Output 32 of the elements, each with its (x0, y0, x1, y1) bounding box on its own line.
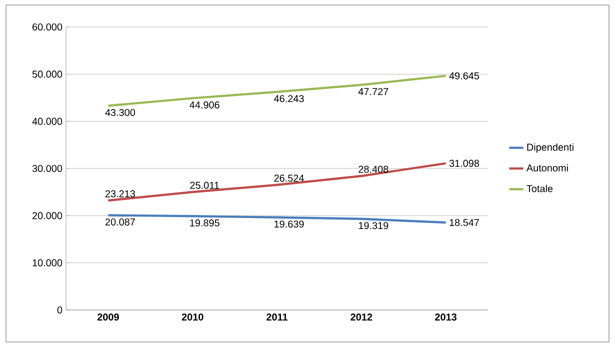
legend-label: Totale (526, 184, 553, 192)
y-tick-label: 0 (57, 306, 62, 314)
data-label: 20.087 (105, 218, 135, 226)
data-label: 43.300 (105, 108, 136, 116)
x-tick-label: 2010 (182, 314, 204, 321)
y-tick-label: 60.000 (32, 23, 62, 31)
x-tick-label: 2013 (435, 314, 457, 321)
legend-label: Autonomi (526, 164, 568, 172)
line-series (107, 74, 447, 107)
line-series (107, 162, 447, 202)
data-label: 18.547 (450, 218, 479, 226)
y-tick-label: 40.000 (32, 118, 62, 125)
data-label: 23.213 (105, 190, 135, 198)
data-label: 25.011 (190, 182, 219, 189)
y-tick-label: 30.000 (32, 164, 62, 172)
data-label: 19.895 (190, 219, 220, 226)
y-tick-label: 50.000 (32, 70, 62, 78)
y-tick-label: 20.000 (32, 212, 62, 220)
x-tick-label: 2011 (266, 314, 288, 321)
data-label: 47.727 (358, 88, 388, 96)
data-label: 19.319 (358, 222, 388, 230)
data-label: 26.524 (274, 174, 304, 182)
data-label: 28.408 (358, 166, 388, 173)
x-tick-label: 2009 (97, 314, 119, 321)
x-tick-label: 2012 (350, 314, 372, 321)
y-tick-label: 10.000 (32, 259, 62, 266)
legend-label: Dipendenti (527, 143, 574, 153)
data-label: 19.639 (274, 220, 304, 228)
data-label: 44.906 (190, 101, 220, 108)
data-label: 46.243 (274, 95, 304, 102)
data-label: 49.645 (449, 72, 480, 80)
data-label: 31.098 (449, 160, 480, 167)
